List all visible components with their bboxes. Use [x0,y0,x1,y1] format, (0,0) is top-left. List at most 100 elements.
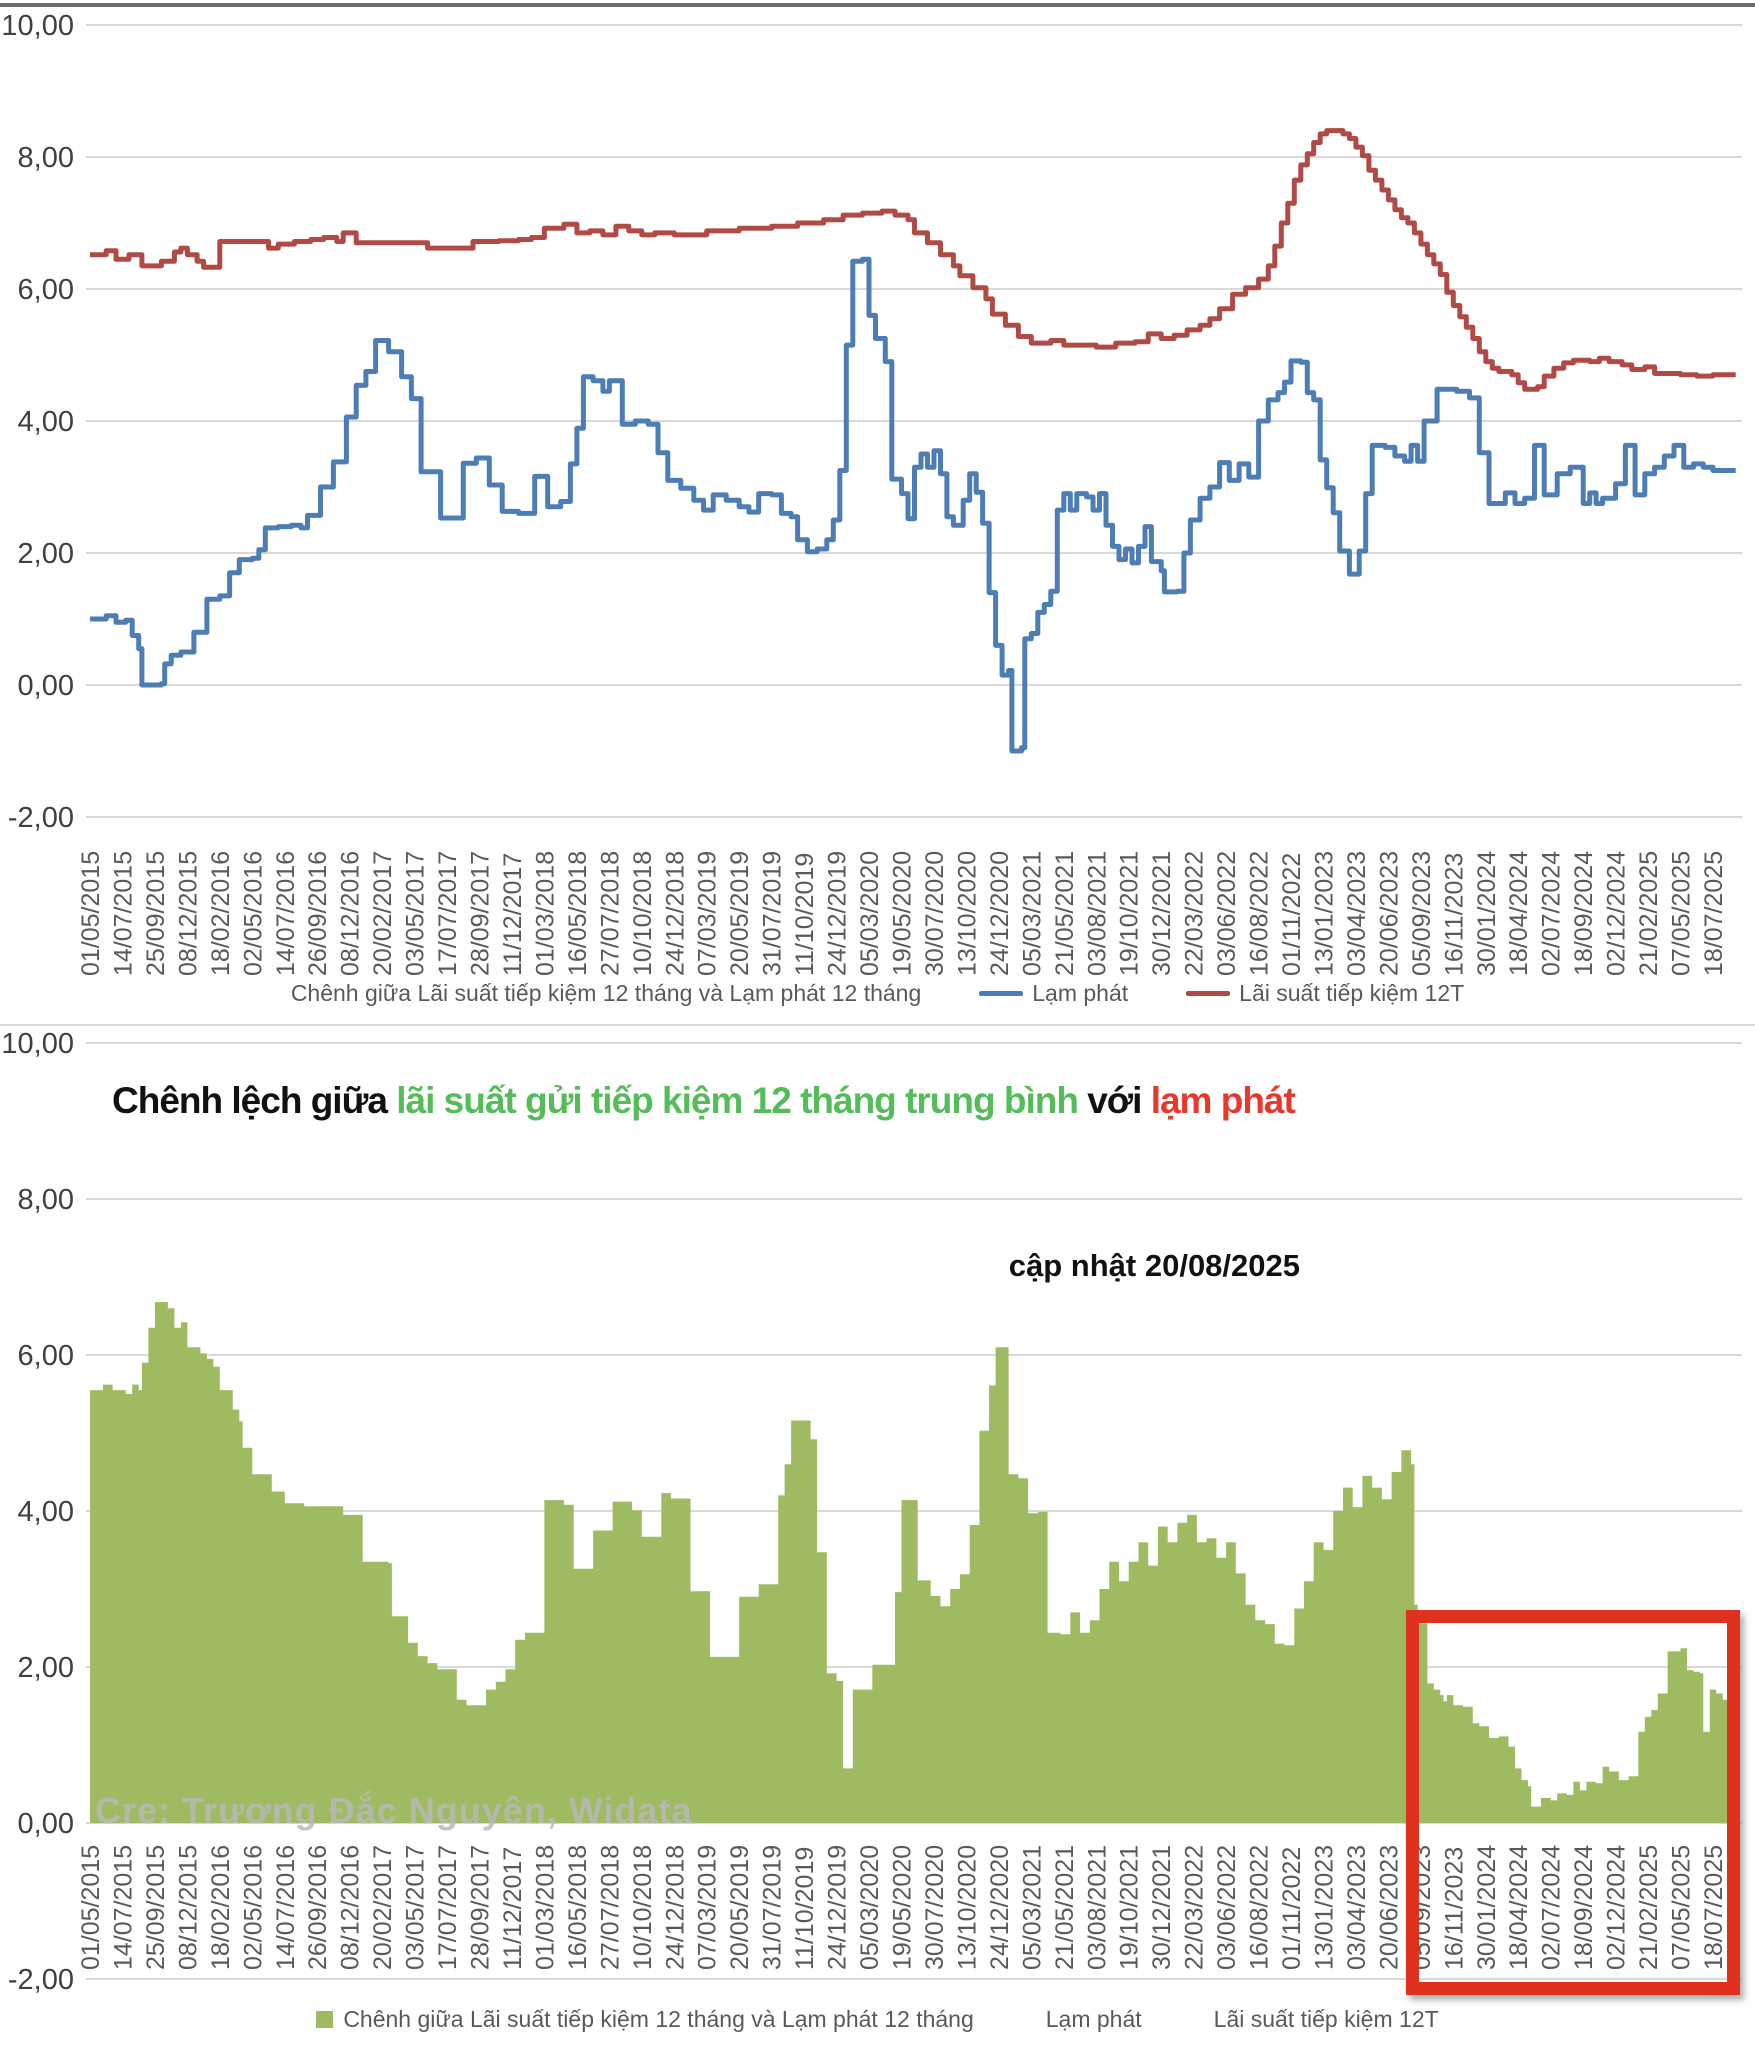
x-axis-tick-label: 20/06/2023 [1375,1845,1403,1970]
top-border-line [0,3,1755,7]
bottom-chart-legend: Chênh giữa Lãi suất tiếp kiệm 12 tháng v… [0,2006,1755,2033]
x-axis-tick-label: 20/06/2023 [1375,851,1403,976]
x-axis-tick-label: 08/12/2016 [337,851,365,976]
x-axis-tick-label: 17/07/2017 [434,1845,462,1970]
x-axis-tick-label: 03/05/2017 [402,851,430,976]
x-axis-tick-label: 26/09/2016 [304,1845,332,1970]
x-axis-tick-label: 05/03/2021 [1018,851,1046,976]
top-chart-legend: Chênh giữa Lãi suất tiếp kiệm 12 tháng v… [0,980,1755,1007]
x-axis-tick-label: 24/12/2019 [824,1845,852,1970]
x-axis-tick-label: 13/01/2023 [1310,1845,1338,1970]
x-axis-tick-label: 03/04/2023 [1343,851,1371,976]
x-axis-tick-label: 11/10/2019 [791,853,819,976]
legend-item-inflation: Lạm phát [979,980,1128,1007]
legend-item-spread: Chênh giữa Lãi suất tiếp kiệm 12 tháng v… [291,980,921,1007]
y-axis-tick-label: 0,00 [18,1808,74,1840]
x-axis-tick-label: 19/10/2021 [1116,851,1144,976]
y-axis-tick-label: 6,00 [18,274,74,306]
x-axis-tick-label: 21/02/2025 [1635,851,1663,976]
x-axis-tick-label: 18/07/2025 [1700,851,1728,976]
x-axis-tick-label: 14/07/2015 [109,1845,137,1970]
x-axis-tick-label: 25/09/2015 [142,1845,170,1970]
x-axis-tick-label: 07/05/2025 [1668,851,1696,976]
x-axis-tick-label: 24/12/2020 [986,1845,1014,1970]
x-axis-tick-label: 16/08/2022 [1246,851,1274,976]
x-axis-tick-label: 14/07/2016 [272,851,300,976]
x-axis-tick-label: 21/05/2021 [1051,1845,1079,1970]
x-axis-tick-label: 18/02/2016 [207,1845,235,1970]
x-axis-tick-label: 25/09/2015 [142,851,170,976]
x-axis-tick-label: 14/07/2015 [109,851,137,976]
x-axis-tick-label: 05/03/2020 [856,851,884,976]
recent-period-highlight-box [1406,1610,1740,1995]
x-axis-tick-label: 26/09/2016 [304,851,332,976]
legend-label: Lạm phát [1045,2006,1142,2032]
x-axis-tick-label: 22/03/2022 [1181,1845,1209,1970]
x-axis-tick-label: 18/09/2024 [1570,851,1598,976]
x-axis-tick-label: 16/11/2023 [1440,1847,1468,1970]
x-axis-tick-label: 07/05/2025 [1668,1845,1696,1970]
x-axis-tick-label: 16/05/2018 [564,851,592,976]
inflation-line-marker-icon [979,991,1024,996]
x-axis-tick-label: 18/09/2024 [1570,1845,1598,1970]
x-axis-tick-label: 30/07/2020 [921,851,949,976]
x-axis-tick-label: 19/10/2021 [1116,1845,1144,1970]
x-axis-tick-label: 10/10/2018 [629,851,657,976]
x-axis-tick-label: 03/08/2021 [1083,851,1111,976]
x-axis-tick-label: 01/03/2018 [531,1845,559,1970]
inflation-line [90,256,1736,754]
x-axis-tick-label: 03/06/2022 [1213,851,1241,976]
x-axis-tick-label: 11/12/2017 [499,853,527,976]
x-axis-tick-label: 22/03/2022 [1181,851,1209,976]
x-axis-tick-label: 01/05/2015 [77,1845,105,1970]
x-axis-tick-label: 02/05/2016 [239,1845,267,1970]
y-axis-tick-label: 4,00 [18,1496,74,1528]
x-axis-tick-label: 18/04/2024 [1505,1845,1533,1970]
x-axis-tick-label: 18/02/2016 [207,851,235,976]
x-axis-tick-label: 27/07/2018 [596,1845,624,1970]
legend-label: Chênh giữa Lãi suất tiếp kiệm 12 tháng v… [343,2006,974,2032]
x-axis-tick-label: 21/02/2025 [1635,1845,1663,1970]
top-line-chart: 10,00 8,00 6,00 4,00 2,00 0,00 -2,0001/05/2015… [1,10,1742,976]
y-axis-tick-label: -2,00 [8,1964,74,1996]
legend-label: Lãi suất tiếp kiệm 12T [1239,980,1465,1006]
x-axis-tick-label: 24/12/2018 [661,1845,689,1970]
y-axis-tick-label: 4,00 [18,406,74,438]
x-axis-tick-label: 18/04/2024 [1505,851,1533,976]
legend-label: Lãi suất tiếp kiệm 12T [1213,2006,1439,2032]
x-axis-tick-label: 03/06/2022 [1213,1845,1241,1970]
bottom-area-chart: 10,00 8,00 6,00 4,00 2,00 0,00 -2,0001/05/2015… [1,1028,1742,1996]
x-axis-tick-label: 03/08/2021 [1083,1845,1111,1970]
x-axis-tick-label: 18/07/2025 [1700,1845,1728,1970]
x-axis-tick-label: 01/11/2022 [1278,1847,1306,1970]
x-axis-tick-label: 03/05/2017 [402,1845,430,1970]
legend-item-deposit-rate: Lãi suất tiếp kiệm 12T [1214,2006,1439,2033]
legend-label: Lạm phát [1032,980,1129,1006]
legend-item-spread: Chênh giữa Lãi suất tiếp kiệm 12 tháng v… [316,2006,974,2033]
y-axis-tick-label: 0,00 [18,670,74,702]
x-axis-tick-label: 31/07/2019 [759,1845,787,1970]
x-axis-tick-label: 10/10/2018 [629,1845,657,1970]
x-axis-tick-label: 08/12/2016 [337,1845,365,1970]
x-axis-tick-label: 05/09/2023 [1408,851,1436,976]
title-part-green: lãi suất gửi tiếp kiệm 12 tháng trung bì… [396,1080,1079,1121]
x-axis-tick-label: 30/01/2024 [1473,1845,1501,1970]
y-axis-tick-label: -2,00 [8,802,74,834]
x-axis-tick-label: 16/08/2022 [1246,1845,1274,1970]
x-axis-tick-label: 02/07/2024 [1538,1845,1566,1970]
x-axis-tick-label: 11/12/2017 [499,1847,527,1970]
x-axis-tick-label: 02/07/2024 [1538,851,1566,976]
y-axis-tick-label: 6,00 [18,1340,74,1372]
x-axis-tick-label: 05/03/2021 [1018,1845,1046,1970]
x-axis-tick-label: 14/07/2016 [272,1845,300,1970]
x-axis-tick-label: 11/10/2019 [791,1847,819,1970]
x-axis-tick-label: 05/03/2020 [856,1845,884,1970]
deposit-rate-line [90,128,1736,392]
spread-area-marker-icon [316,2011,334,2028]
x-axis-tick-label: 02/12/2024 [1603,851,1631,976]
x-axis-tick-label: 08/12/2015 [174,1845,202,1970]
legend-item-deposit-rate: Lãi suất tiếp kiệm 12T [1186,980,1464,1007]
x-axis-tick-label: 03/04/2023 [1343,1845,1371,1970]
x-axis-tick-label: 24/12/2020 [986,851,1014,976]
